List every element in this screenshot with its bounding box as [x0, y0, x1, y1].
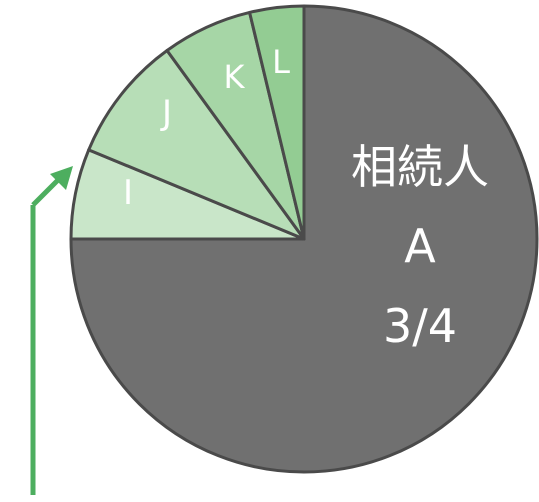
- slice-label-J: J: [160, 93, 172, 133]
- slice-main-label-line2: A: [404, 219, 436, 273]
- slice-main-label-line1: 相続人: [351, 140, 489, 194]
- slice-main-label-line3: 3/4: [383, 299, 457, 353]
- slice-label-K: K: [224, 58, 246, 96]
- slice-label-L: L: [272, 43, 290, 81]
- slice-J: [87, 49, 306, 241]
- slice-label-I: I: [123, 173, 133, 213]
- slice-L: [248, 4, 306, 241]
- pointer-arrow: [30, 166, 73, 495]
- pointer-arrowhead: [50, 166, 73, 190]
